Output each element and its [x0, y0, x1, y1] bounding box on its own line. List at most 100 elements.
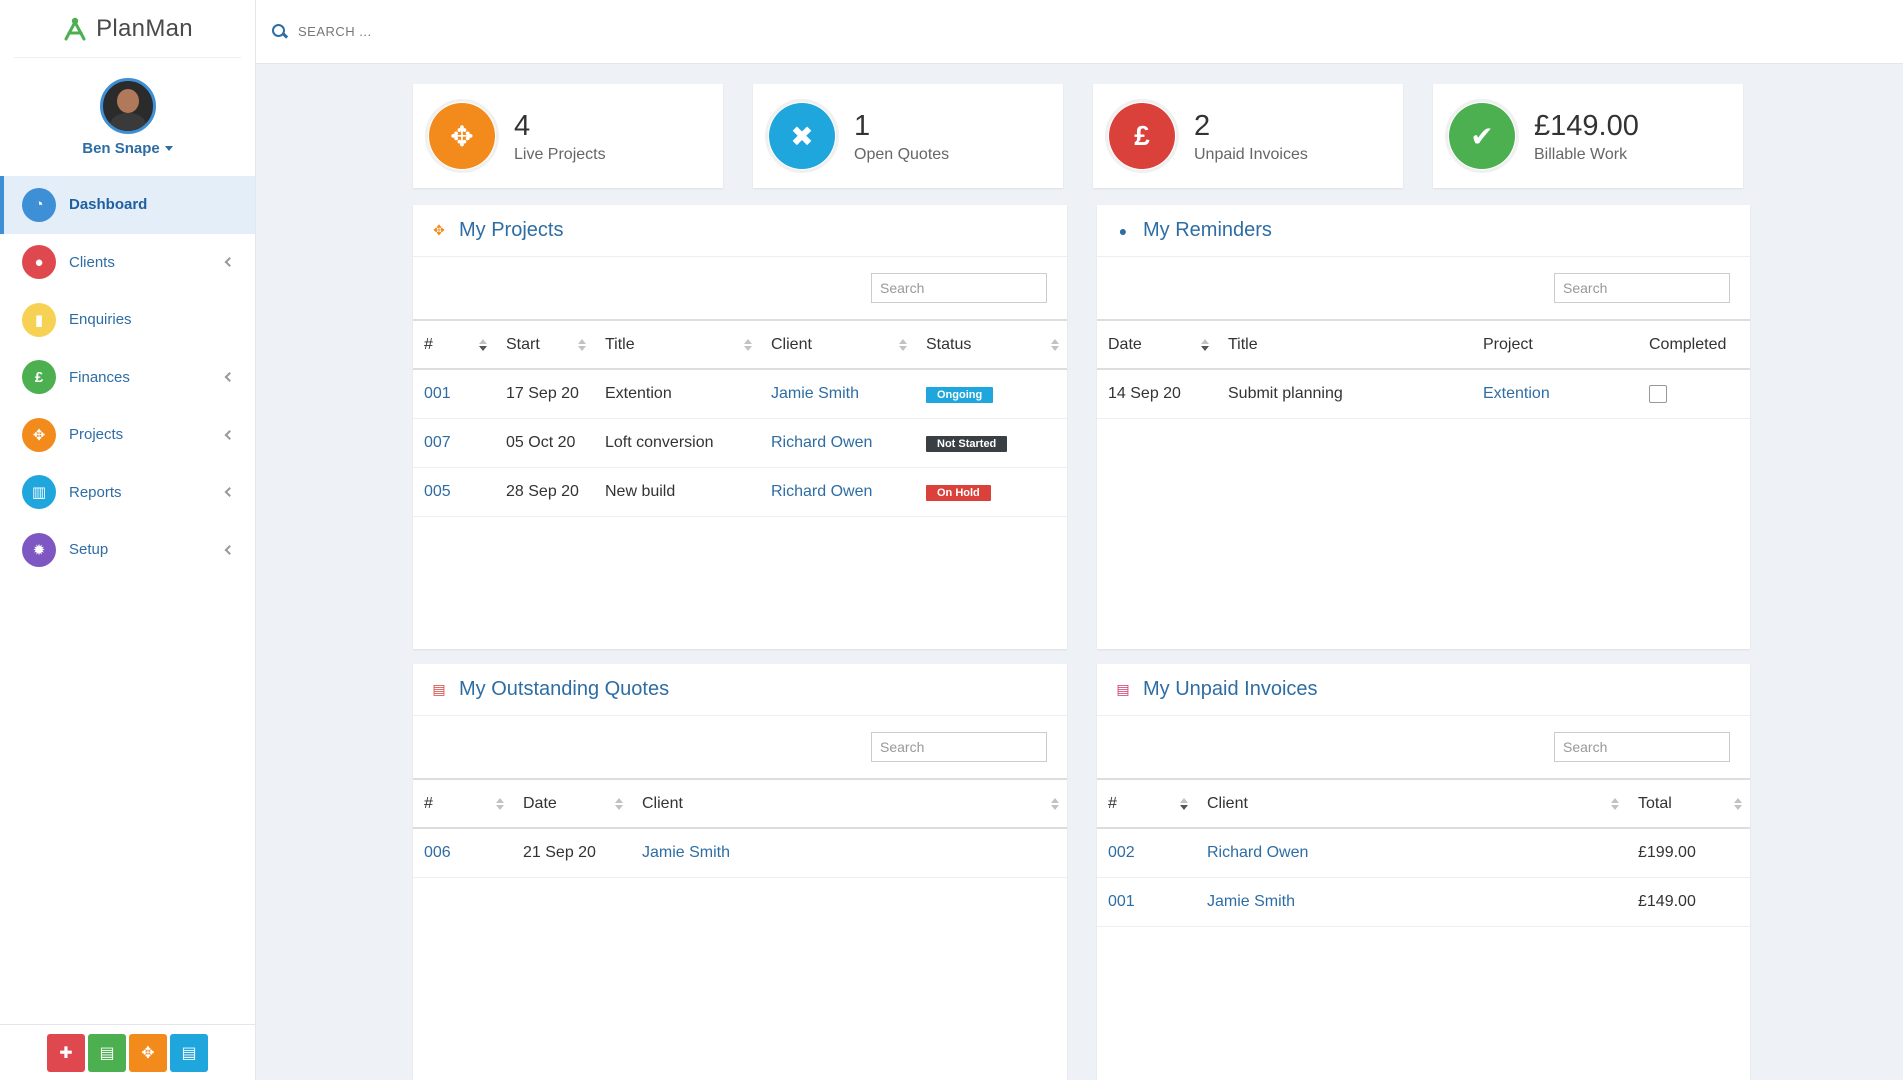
chevron-left-icon	[224, 429, 235, 440]
invoice-icon: ▤	[1116, 681, 1130, 697]
start-date-cell: 17 Sep 20	[495, 369, 594, 419]
invoice-icon: ▤	[181, 1044, 197, 1062]
column-header-number[interactable]: #	[413, 320, 495, 370]
client-cell[interactable]: Richard Owen	[760, 467, 915, 517]
column-label: #	[424, 335, 433, 353]
sidebar-item-setup[interactable]: ✹ Setup	[0, 521, 255, 579]
sidebar-item-projects[interactable]: ✥ Projects	[0, 406, 255, 464]
table-row[interactable]: 007 05 Oct 20 Loft conversion Richard Owen N…	[413, 418, 1067, 468]
project-id-cell[interactable]: 005	[413, 467, 495, 517]
user-menu[interactable]: Ben Snape	[82, 140, 173, 157]
quotes-table: # Date Client 006 21 Sep 20 Jamie Smith	[413, 778, 1067, 878]
project-cell[interactable]: Extention	[1472, 369, 1638, 419]
quotes-search-input[interactable]	[871, 732, 1047, 762]
sort-icon	[1201, 338, 1209, 351]
project-link[interactable]: Extention	[1483, 384, 1550, 402]
invoice-id-link[interactable]: 002	[1108, 843, 1135, 861]
projects-search-input[interactable]	[871, 273, 1047, 303]
client-link[interactable]: Jamie Smith	[771, 384, 860, 402]
client-link[interactable]: Jamie Smith	[1207, 892, 1296, 910]
sidebar-item-dashboard[interactable]: ◔ Dashboard	[0, 176, 255, 234]
stat-card-billable-work[interactable]: ✔ £149.00 Billable Work	[1433, 84, 1743, 188]
sort-icon	[1611, 797, 1619, 810]
client-link[interactable]: Richard Owen	[1207, 843, 1309, 861]
user-name: Ben Snape	[82, 139, 160, 157]
planman-logo-icon	[64, 17, 86, 40]
table-row[interactable]: 14 Sep 20 Submit planning Extention	[1097, 369, 1750, 419]
column-header-date[interactable]: Date	[1097, 320, 1217, 370]
column-label: Date	[1108, 335, 1142, 353]
client-cell[interactable]: Jamie Smith	[1196, 877, 1627, 927]
new-invoice-button[interactable]: ▤	[170, 1033, 208, 1072]
column-header-client[interactable]: Client	[631, 779, 1067, 829]
chevron-left-icon	[224, 257, 235, 268]
invoice-id-link[interactable]: 001	[1108, 892, 1135, 910]
stat-text: 1 Open Quotes	[854, 108, 949, 164]
project-id-cell[interactable]: 001	[413, 369, 495, 419]
column-header-date[interactable]: Date	[512, 779, 631, 829]
project-title-cell: New build	[594, 467, 760, 517]
stat-label: Open Quotes	[854, 146, 950, 163]
invoice-total-cell: £149.00	[1627, 877, 1750, 927]
new-quote-button[interactable]: ▤	[88, 1033, 126, 1072]
stat-card-live-projects[interactable]: ✥ 4 Live Projects	[413, 84, 723, 188]
sidebar-item-clients[interactable]: ● Clients	[0, 234, 255, 292]
client-link[interactable]: Jamie Smith	[642, 843, 731, 861]
column-label: Status	[926, 335, 972, 353]
column-header-start[interactable]: Start	[495, 320, 594, 370]
client-link[interactable]: Richard Owen	[771, 433, 873, 451]
project-id-link[interactable]: 001	[424, 384, 451, 402]
sidebar-item-finances[interactable]: £ Finances	[0, 349, 255, 407]
add-client-button[interactable]: ✚	[47, 1033, 85, 1072]
table-row[interactable]: 001 Jamie Smith £149.00	[1097, 877, 1750, 927]
invoice-total-text: £199.00	[1638, 843, 1696, 861]
stat-text: £149.00 Billable Work	[1534, 108, 1639, 164]
column-header-status[interactable]: Status	[915, 320, 1067, 370]
client-link[interactable]: Richard Owen	[771, 482, 873, 500]
client-cell[interactable]: Richard Owen	[1196, 828, 1627, 878]
invoices-search-input[interactable]	[1554, 732, 1730, 762]
table-row[interactable]: 006 21 Sep 20 Jamie Smith	[413, 828, 1067, 878]
column-header-title[interactable]: Title	[594, 320, 760, 370]
table-row[interactable]: 005 28 Sep 20 New build Richard Owen On Hold	[413, 467, 1067, 517]
column-label: Title	[605, 335, 635, 353]
sidebar-item-enquiries[interactable]: ▮ Enquiries	[0, 291, 255, 349]
quote-id-cell[interactable]: 006	[413, 828, 512, 878]
invoice-id-cell[interactable]: 001	[1097, 877, 1196, 927]
column-label: Total	[1638, 794, 1672, 812]
project-id-cell[interactable]: 007	[413, 418, 495, 468]
client-cell[interactable]: Jamie Smith	[631, 828, 1067, 878]
project-id-link[interactable]: 007	[424, 433, 451, 451]
invoice-id-cell[interactable]: 002	[1097, 828, 1196, 878]
sidebar-item-reports[interactable]: ▥ Reports	[0, 464, 255, 522]
table-row[interactable]: 001 17 Sep 20 Extention Jamie Smith Ongoing	[413, 369, 1067, 419]
column-header-total[interactable]: Total	[1627, 779, 1750, 829]
column-header-number[interactable]: #	[1097, 779, 1196, 829]
stat-value: 2	[1194, 110, 1211, 142]
avatar[interactable]	[99, 77, 156, 134]
status-cell: Not Started	[915, 418, 1067, 468]
column-header-completed: Completed	[1638, 320, 1750, 370]
stat-label: Unpaid Invoices	[1194, 146, 1308, 163]
stat-card-open-quotes[interactable]: ✖ 1 Open Quotes	[753, 84, 1063, 188]
column-label: Client	[771, 335, 812, 353]
client-cell[interactable]: Richard Owen	[760, 418, 915, 468]
quotes-panel: ▤ My Outstanding Quotes # Date Client 006 2…	[413, 664, 1067, 1080]
column-header-client[interactable]: Client	[760, 320, 915, 370]
global-search-input[interactable]	[298, 24, 598, 39]
sidebar-item-label: Dashboard	[69, 196, 148, 214]
panel-search-row	[413, 257, 1067, 319]
brand[interactable]: PlanMan	[14, 0, 241, 58]
quote-id-link[interactable]: 006	[424, 843, 451, 861]
client-cell[interactable]: Jamie Smith	[760, 369, 915, 419]
completed-checkbox[interactable]	[1649, 384, 1667, 403]
table-row[interactable]: 002 Richard Owen £199.00	[1097, 828, 1750, 878]
stat-card-unpaid-invoices[interactable]: £2 Unpaid Invoices	[1093, 84, 1403, 188]
column-header-client[interactable]: Client	[1196, 779, 1627, 829]
panel-title: My Unpaid Invoices	[1143, 678, 1318, 700]
user-times-icon: ✖	[765, 99, 839, 173]
project-id-link[interactable]: 005	[424, 482, 451, 500]
new-project-button[interactable]: ✥	[129, 1033, 167, 1072]
column-header-number[interactable]: #	[413, 779, 512, 829]
reminders-search-input[interactable]	[1554, 273, 1730, 303]
